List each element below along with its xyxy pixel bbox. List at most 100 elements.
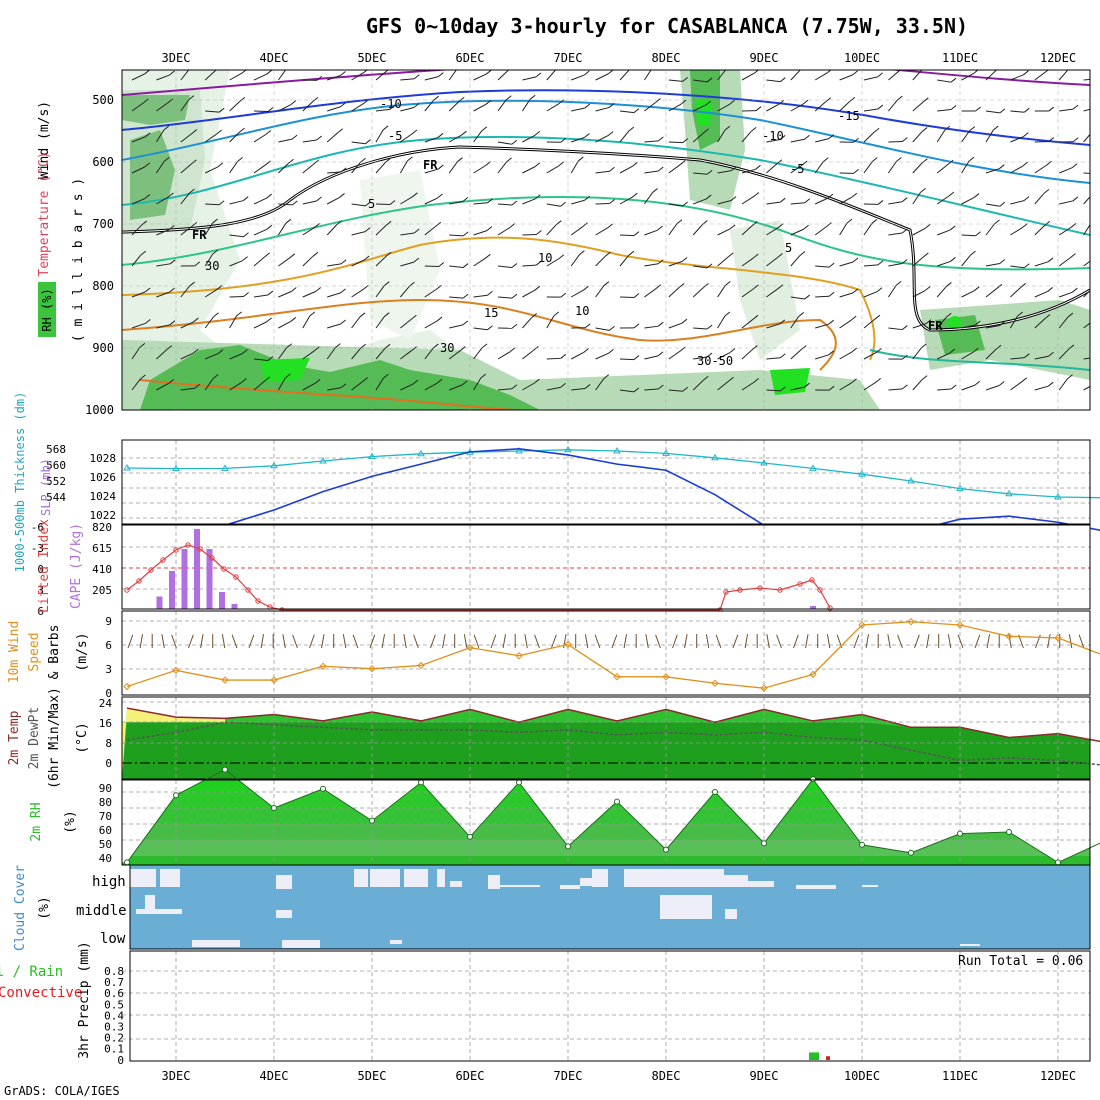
wind-barb xyxy=(497,70,509,81)
wind-barb-flag xyxy=(413,257,420,263)
wind-barb xyxy=(131,291,146,298)
wind-barb-flag xyxy=(584,103,591,109)
wind-barb xyxy=(302,163,314,174)
wind-barb xyxy=(277,347,288,360)
li-point xyxy=(185,542,191,548)
wind-barb-flag xyxy=(950,257,956,262)
wind-barb xyxy=(571,387,586,391)
wind-barb xyxy=(619,165,633,174)
wind-barb xyxy=(326,347,336,360)
wind-barb xyxy=(985,70,997,81)
date-label-top: 8DEC xyxy=(652,51,681,65)
wind-barb-flag xyxy=(194,261,201,267)
wind-barb-flag xyxy=(363,255,370,261)
wind-barb xyxy=(961,234,976,237)
wind-barb xyxy=(790,386,805,391)
wind-barb xyxy=(644,288,657,298)
rh-point xyxy=(859,841,865,848)
wind-barb-flag xyxy=(1023,70,1029,76)
wind-barb xyxy=(424,382,438,391)
wind-barb-flag xyxy=(871,157,878,163)
date-label-top: 12DEC xyxy=(1040,51,1076,65)
wind-barb xyxy=(375,129,384,143)
wind-barb-flag xyxy=(1047,257,1054,263)
wind-barb-flag xyxy=(633,231,640,237)
wind-barb xyxy=(278,104,292,112)
wind-point xyxy=(270,676,278,684)
wind-barb-flag xyxy=(584,195,591,201)
wind-barb xyxy=(814,226,827,236)
wind-barb-flag xyxy=(511,139,518,145)
wind-barb xyxy=(790,349,802,360)
wind-point xyxy=(515,652,523,660)
wind-barb xyxy=(741,131,752,143)
wind-barb-flag xyxy=(706,169,713,175)
wind-barb xyxy=(1059,108,1074,112)
wind-barb-flag xyxy=(753,284,759,290)
wind-barb-flag xyxy=(871,219,878,224)
thickness-point xyxy=(662,449,670,456)
wind-barb xyxy=(1034,71,1047,81)
wind-barb xyxy=(936,286,947,298)
wind-barb xyxy=(1034,224,1046,236)
wind-barb xyxy=(693,172,708,175)
wind-barb xyxy=(424,136,439,143)
cloud-block xyxy=(152,909,182,914)
wind-barb xyxy=(668,141,683,144)
wind-barb xyxy=(912,70,923,81)
cloud-block xyxy=(150,869,156,887)
wind-barb-10m xyxy=(200,634,204,649)
wind-barb-flag xyxy=(290,287,297,292)
wind-barb xyxy=(400,78,415,81)
wind-barb xyxy=(204,222,213,236)
wind-barb-flag xyxy=(239,127,245,133)
rh-point xyxy=(663,846,669,853)
wind-barb-flag xyxy=(553,311,560,317)
li-point xyxy=(245,587,251,593)
wind-barb xyxy=(522,382,535,391)
upper-ylabel-wind: Wind (m/s) xyxy=(37,101,52,179)
wind-barb-flag xyxy=(682,201,688,207)
wind-barb xyxy=(229,353,243,360)
cloud-block xyxy=(500,885,540,887)
cloud-block xyxy=(488,875,500,889)
wind-barb xyxy=(156,102,169,112)
wind-label-3: & Barbs xyxy=(47,625,62,680)
wind-barb xyxy=(400,107,415,112)
cloud-block xyxy=(580,878,600,886)
temp-line xyxy=(126,707,1100,743)
wind-barb xyxy=(351,288,364,298)
wind-barb-flag xyxy=(1020,283,1026,288)
svg-text:-15: -15 xyxy=(838,109,860,123)
wind-barb-flag xyxy=(316,196,322,202)
precip-tick: 0.4 xyxy=(104,1009,124,1022)
wind-barb xyxy=(717,285,726,298)
rh-point xyxy=(222,766,228,773)
wind-barb-10m xyxy=(914,634,920,649)
wind-barb xyxy=(156,263,171,267)
precip-tick: 0.2 xyxy=(104,1032,124,1045)
wind-barb-flag xyxy=(1047,381,1054,387)
li-point xyxy=(757,585,763,591)
cape-bar xyxy=(810,606,816,609)
wind-barb xyxy=(449,324,463,329)
rh-mask xyxy=(122,780,1090,863)
wind-barb-flag xyxy=(535,72,542,78)
wind-barb-flag xyxy=(536,260,542,266)
wind-barb-flag xyxy=(826,222,832,227)
wind-barb-flag xyxy=(706,77,713,83)
wind-barb xyxy=(595,352,609,360)
upper-ytick: 700 xyxy=(92,217,114,231)
wind-barb xyxy=(839,319,852,329)
wind-barb xyxy=(961,72,975,81)
wind-barb xyxy=(766,79,781,83)
cloud-block xyxy=(740,881,774,887)
wind-barb xyxy=(156,196,169,205)
wind-point xyxy=(319,662,327,670)
wind-barb-10m xyxy=(413,634,419,649)
cloud-block xyxy=(660,895,712,919)
wind-barb-flag xyxy=(1094,283,1099,287)
wind-barb xyxy=(985,348,997,360)
wind-barb-flag xyxy=(365,201,371,207)
wind-point xyxy=(760,684,768,692)
